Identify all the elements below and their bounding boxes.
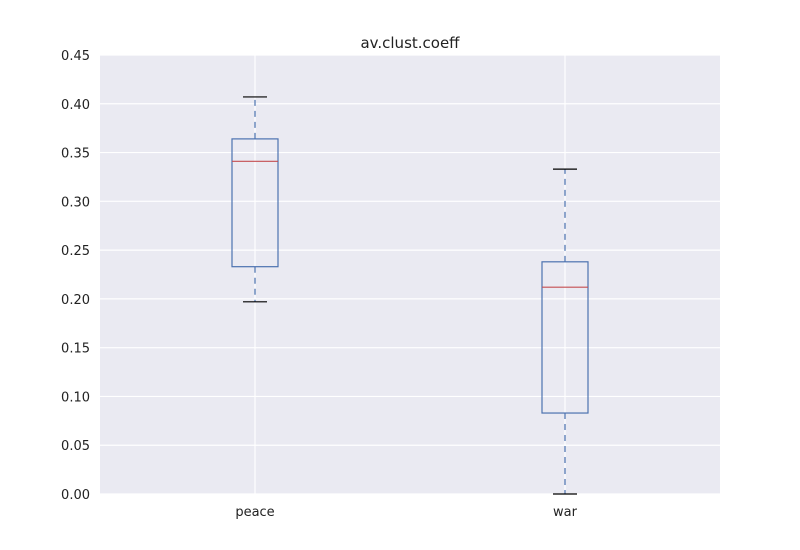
y-tick-label: 0.10 (61, 390, 90, 405)
x-tick-label: peace (235, 505, 274, 520)
y-tick-label: 0.20 (61, 293, 90, 308)
chart-title: av.clust.coeff (360, 34, 460, 52)
boxes (231, 96, 589, 495)
y-tick-label: 0.40 (61, 98, 90, 113)
plot-background (100, 55, 720, 494)
grid-lines (100, 54, 720, 495)
box-peace (231, 96, 279, 303)
iqr-box (231, 138, 279, 268)
y-tick-labels: 0.00 0.05 0.10 0.15 0.20 0.25 0.30 0.35 0.40 0.45 (61, 49, 90, 503)
y-tick-label: 0.05 (61, 439, 90, 454)
y-tick-label: 0.15 (61, 342, 90, 357)
x-tick-labels: peace war (235, 505, 577, 520)
y-tick-label: 0.30 (61, 195, 90, 210)
y-tick-label: 0.45 (61, 49, 90, 64)
y-tick-label: 0.25 (61, 244, 90, 259)
x-tick-label: war (553, 505, 578, 520)
y-tick-label: 0.00 (61, 488, 90, 503)
box-war (541, 168, 589, 495)
iqr-box (541, 261, 589, 414)
y-tick-label: 0.35 (61, 147, 90, 162)
